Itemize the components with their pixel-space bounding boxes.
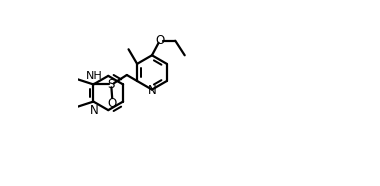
Text: O: O bbox=[155, 34, 165, 47]
Text: N: N bbox=[90, 104, 99, 116]
Text: NH: NH bbox=[86, 71, 103, 81]
Text: N: N bbox=[147, 84, 156, 97]
Text: S: S bbox=[108, 78, 115, 91]
Text: O: O bbox=[108, 97, 117, 110]
